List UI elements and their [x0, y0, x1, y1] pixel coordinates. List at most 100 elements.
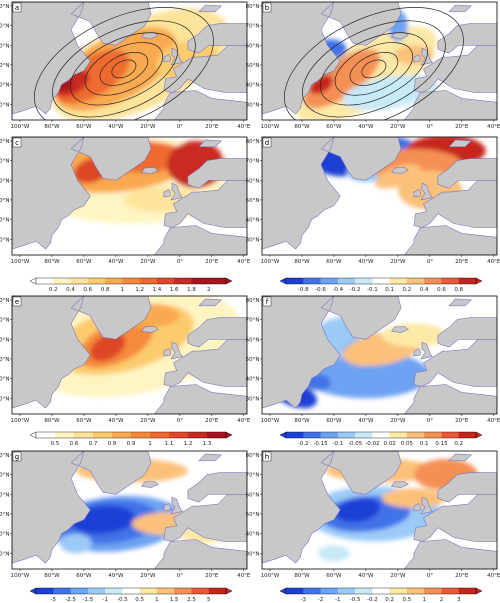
- colorbar-tick-label: 1: [148, 441, 152, 447]
- map-frame: [261, 295, 498, 415]
- colorbar-segment: [389, 588, 408, 594]
- colorbar-segment: [112, 432, 132, 438]
- isoline: [361, 59, 387, 79]
- colorbar-extend-low: [279, 587, 287, 595]
- colorbar-tick-label: -0.1: [332, 441, 343, 447]
- colorbar-segment: [337, 278, 356, 284]
- colorbar-segment: [372, 588, 390, 594]
- lon-tick-label: 100°W: [11, 573, 30, 579]
- colorbar-tick-label: -3: [301, 597, 307, 603]
- lon-tick-label: 80°W: [44, 259, 60, 265]
- colorbar: 0.5 0.6 0.7 0.8 0.9 1 1.1 1.2 1.3: [29, 431, 233, 447]
- shaded-region: [317, 545, 350, 562]
- colorbar-frame: [35, 277, 227, 285]
- colorbar-extend-high: [225, 431, 233, 439]
- colorbar-tick-label: 1: [422, 597, 426, 603]
- colorbar-frame: [35, 431, 227, 439]
- colorbar-extend-high: [225, 277, 233, 285]
- lon-tick-label: 40°W: [358, 418, 374, 424]
- colorbar-tick-label: 1.8: [187, 287, 196, 293]
- colorbar-tick-label: 0.1: [420, 441, 429, 447]
- colorbar-tick-label: -0.8: [298, 287, 309, 293]
- field-shading: [262, 137, 497, 255]
- colorbar-tick-label: -0.6: [315, 287, 326, 293]
- lat-tick-label: 60°N: [246, 492, 260, 498]
- lat-tick-label: 70°N: [246, 318, 260, 324]
- field-shading: [12, 296, 247, 414]
- map-frame: [11, 136, 248, 256]
- colorbar-tick-label: -5: [51, 597, 57, 603]
- colorbar-segment: [87, 588, 106, 594]
- ice-edge-line: [12, 451, 247, 569]
- lat-tick-label: 60°N: [0, 337, 10, 343]
- lat-tick-label: 30°N: [246, 102, 260, 108]
- colorbar-segment: [53, 588, 71, 594]
- lat-tick-label: 80°N: [0, 139, 10, 145]
- colorbar-tick-label: -1: [102, 597, 107, 603]
- colorbar-tick-label: -0.4: [332, 287, 343, 293]
- shaded-region: [342, 74, 438, 111]
- lon-tick-label: 80°W: [294, 418, 310, 424]
- colorbar-segment: [406, 432, 425, 438]
- lat-tick-label: 60°N: [246, 337, 260, 343]
- colorbar-segment: [424, 588, 442, 594]
- colorbar-segment: [441, 432, 460, 438]
- ice-edge-line: [262, 451, 497, 569]
- map-panel-h: h 100°W 80°W 60°W 40°W 20°W 0° 20°E 40°E 80°N 70°N…: [246, 450, 500, 579]
- colorbar-tick-label: 0.5: [51, 441, 60, 447]
- colorbar-segment: [406, 278, 425, 284]
- colorbar-tick-label: 2: [207, 287, 211, 293]
- colorbar-segment: [87, 278, 106, 284]
- colorbar-segment: [372, 432, 390, 438]
- lon-tick-label: 40°W: [358, 259, 374, 265]
- colorbar-tick-label: -0.15: [313, 441, 328, 447]
- lat-tick-label: 50°N: [0, 198, 10, 204]
- panel-letter: a: [15, 4, 19, 12]
- lat-tick-label: 40°N: [246, 532, 260, 538]
- lat-tick-label: 30°N: [0, 551, 10, 557]
- lon-tick-label: 40°E: [487, 418, 500, 424]
- panel-letter-box: [12, 451, 22, 462]
- lon-tick-label: 0°: [427, 573, 433, 579]
- lat-tick-label: 70°N: [0, 318, 10, 324]
- lat-tick-label: 30°N: [246, 396, 260, 402]
- isoline: [69, 32, 178, 106]
- map-frame: [261, 1, 498, 121]
- colorbar: 0.2 0.4 0.6 0.8 1 1.2 1.4 1.6 1.8 2: [29, 277, 233, 293]
- colorbar-tick-label: 0.1: [385, 287, 394, 293]
- colorbar-segment: [286, 278, 304, 284]
- ice-edge-line: [262, 296, 497, 414]
- colorbar-segment: [208, 278, 227, 284]
- map-frame: [11, 450, 248, 570]
- field-shading: [262, 451, 497, 569]
- panel-letter-box: [262, 296, 272, 307]
- colorbar-tick-label: -0.2: [298, 441, 309, 447]
- isoline: [349, 52, 399, 86]
- panel-letter-box: [262, 451, 272, 462]
- lat-tick-label: 50°N: [0, 63, 10, 69]
- lat-tick-label: 50°N: [0, 357, 10, 363]
- colorbar-tick-label: 0.8: [101, 287, 110, 293]
- lat-tick-label: 60°N: [246, 178, 260, 184]
- panel-letter: b: [265, 4, 270, 12]
- isolines: [283, 7, 464, 120]
- colorbar-tick-label: 1.3: [203, 441, 212, 447]
- colorbar-segment: [191, 588, 210, 594]
- colorbar-tick-label: -0.02: [365, 441, 379, 447]
- colorbar-tick-label: -0.05: [348, 441, 363, 447]
- colorbar-segment: [105, 278, 123, 284]
- lon-tick-label: 100°W: [11, 259, 30, 265]
- lon-tick-label: 0°: [177, 259, 183, 265]
- lat-tick-label: 60°N: [0, 43, 10, 49]
- lon-tick-label: 40°W: [108, 259, 124, 265]
- lat-tick-label: 70°N: [0, 159, 10, 165]
- colorbar-segment: [406, 588, 425, 594]
- colorbar-tick-label: -2: [318, 597, 323, 603]
- lat-tick-label: 80°N: [246, 453, 260, 459]
- lat-tick-label: 70°N: [246, 473, 260, 479]
- isoline: [111, 59, 137, 79]
- shaded-region: [59, 533, 92, 554]
- lon-tick-label: 20°W: [140, 259, 156, 265]
- colorbar-extend-high: [475, 587, 483, 595]
- colorbar-segment: [169, 432, 189, 438]
